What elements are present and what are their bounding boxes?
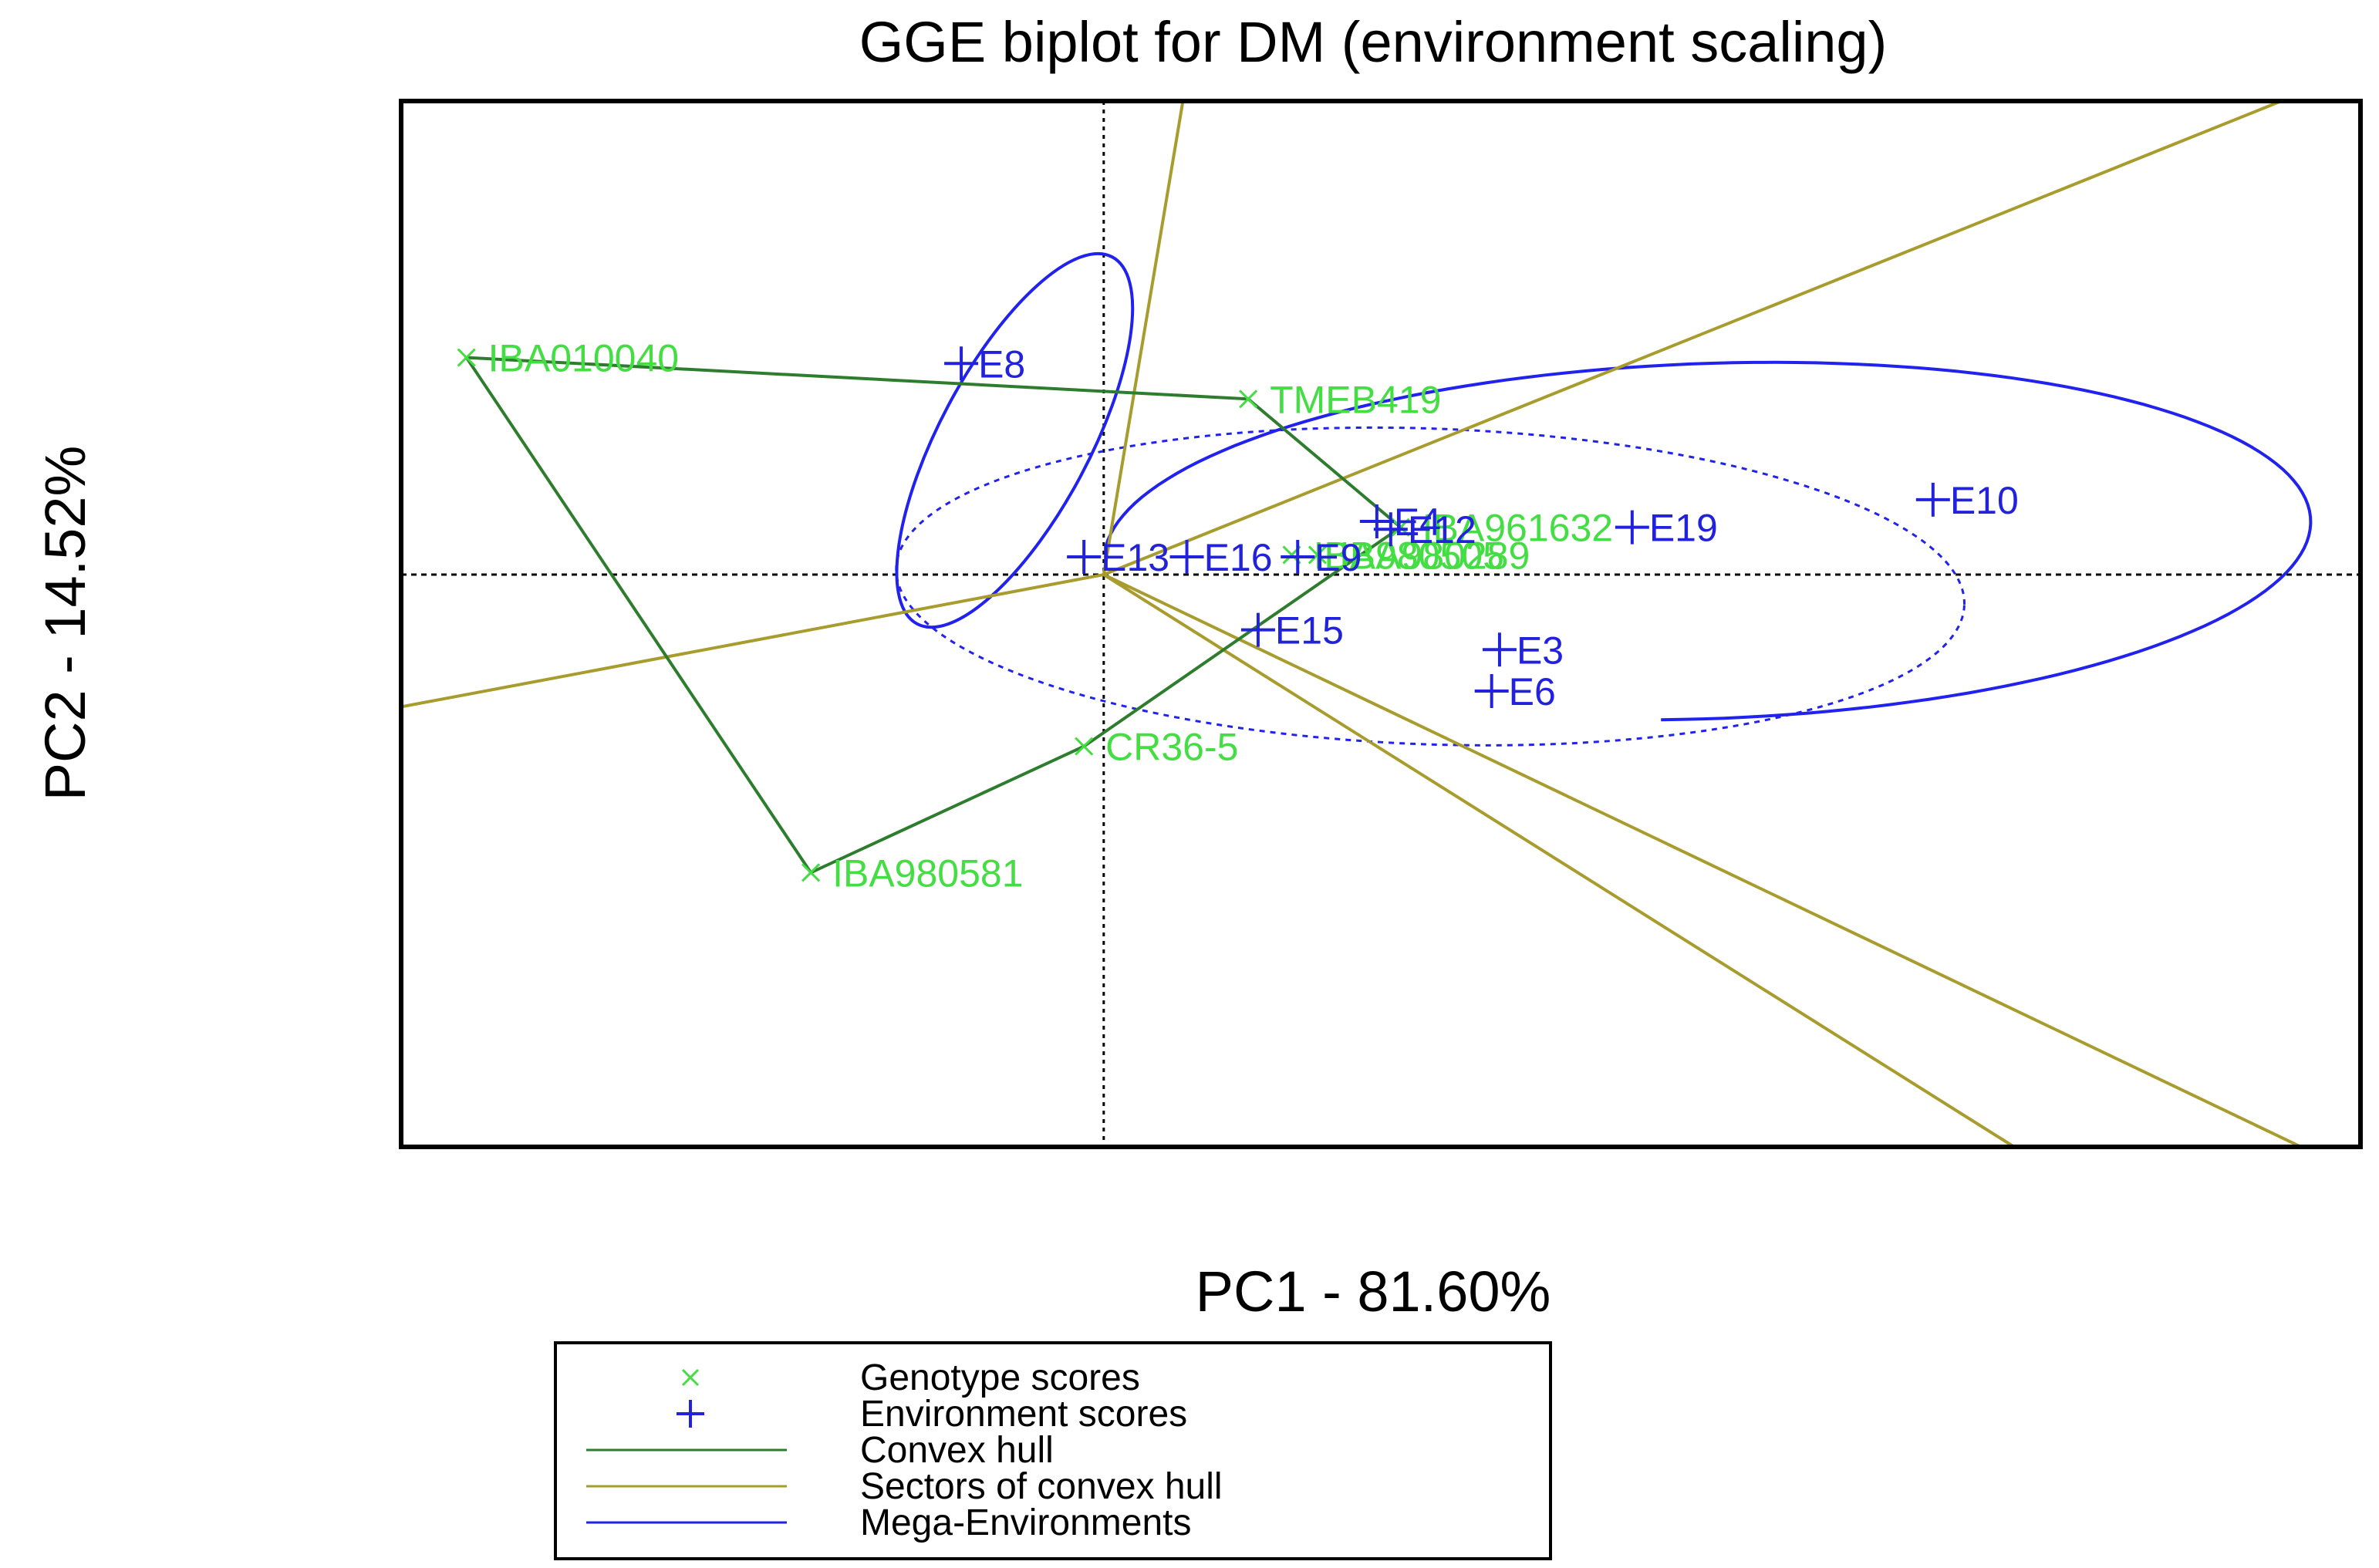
legend-label: Environment scores xyxy=(860,1394,1187,1435)
sector-ray-3 xyxy=(401,573,1105,709)
environment-label: E19 xyxy=(1649,507,1718,550)
genotype-label: CR36-5 xyxy=(1105,726,1238,769)
environment-label: E4 xyxy=(1394,501,1441,544)
environment-label: E8 xyxy=(978,342,1025,386)
genotype-label: IBA010040 xyxy=(488,337,679,380)
legend-genotype-symbol xyxy=(681,1368,700,1387)
environment-marker xyxy=(1359,504,1394,538)
legend-label: Sectors of convex hull xyxy=(860,1466,1223,1507)
environment-marker xyxy=(1482,632,1517,667)
environment-label: E6 xyxy=(1509,670,1556,713)
legend-label: Genotype scores xyxy=(860,1357,1140,1398)
genotype-label: IBA980581 xyxy=(832,851,1023,895)
environment-marker xyxy=(1474,673,1509,708)
genotype-label: TMEB419 xyxy=(1270,378,1441,421)
genotype-label: IBA961632 xyxy=(1422,507,1613,550)
legend-label: Convex hull xyxy=(860,1430,1054,1471)
environment-marker xyxy=(944,346,979,381)
environment-marker xyxy=(1281,540,1315,575)
sector-ray-5 xyxy=(1102,573,2302,1147)
environment-label: E3 xyxy=(1517,629,1564,672)
plot-frame xyxy=(399,99,2363,1149)
legend-label: Mega-Environments xyxy=(860,1502,1192,1543)
environment-label: E15 xyxy=(1275,609,1344,652)
genotype-marker xyxy=(1391,518,1410,537)
genotype-marker xyxy=(457,348,476,367)
genotype-marker xyxy=(1239,389,1258,409)
environment-marker xyxy=(1240,612,1275,647)
sector-ray-4 xyxy=(1102,573,2016,1147)
point-labels: IBA010040TMEB419IBA961632IBA980505IBA980… xyxy=(457,337,2019,895)
genotype-label: IBA980289 xyxy=(1339,534,1530,577)
environment-label: E13 xyxy=(1101,536,1169,579)
environment-label: E16 xyxy=(1204,536,1273,579)
environment-marker xyxy=(1169,540,1204,575)
genotype-marker xyxy=(1075,737,1094,756)
plot-content xyxy=(401,101,2360,1147)
mega-environment-1 xyxy=(895,251,1135,629)
environment-label: E9 xyxy=(1314,536,1362,579)
environment-label: E12 xyxy=(1408,508,1476,551)
environment-marker xyxy=(1067,540,1102,575)
sector-ray-2 xyxy=(1103,101,2283,576)
legend-environment-symbol xyxy=(677,1400,704,1428)
mega-environment-2 xyxy=(1104,360,2313,722)
environment-marker xyxy=(1373,512,1408,547)
genotype-marker xyxy=(1308,545,1327,565)
genotype-marker xyxy=(801,863,821,882)
sector-ray-1 xyxy=(1102,101,1185,575)
environment-label: E10 xyxy=(1950,479,2019,522)
environment-marker xyxy=(1615,510,1649,545)
chart-title: GGE biplot for DM (environment scaling) xyxy=(859,10,1887,74)
convex-hull xyxy=(463,356,1403,875)
genotype-label: IBA980505 xyxy=(1314,534,1504,577)
y-axis-label: PC2 - 14.52% xyxy=(33,446,97,801)
environment-marker xyxy=(1915,482,1950,517)
mega-environment-3 xyxy=(895,426,1966,747)
x-axis-label: PC1 - 81.60% xyxy=(1196,1259,1551,1324)
